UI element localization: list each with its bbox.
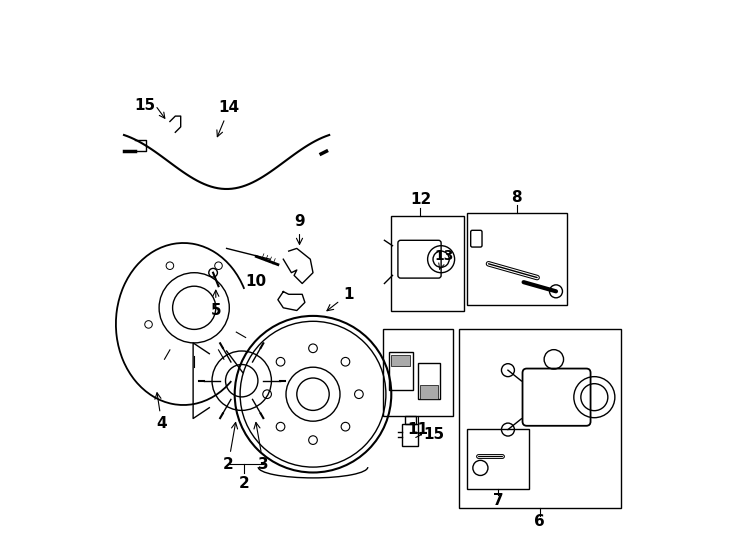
Text: 15: 15 — [134, 98, 155, 113]
Polygon shape — [420, 385, 438, 399]
Polygon shape — [391, 355, 410, 366]
Text: 1: 1 — [327, 287, 353, 310]
Bar — [391, 216, 464, 310]
Text: 2: 2 — [239, 476, 250, 491]
Text: 6: 6 — [534, 514, 545, 529]
Text: 8: 8 — [512, 190, 522, 205]
Text: 2: 2 — [223, 422, 238, 472]
Text: 12: 12 — [410, 192, 431, 207]
Bar — [467, 213, 567, 305]
Text: 3: 3 — [254, 422, 269, 472]
Text: 15: 15 — [423, 427, 444, 442]
Bar — [467, 429, 529, 489]
Text: 7: 7 — [493, 493, 504, 508]
Text: 14: 14 — [217, 100, 240, 137]
Text: 4: 4 — [155, 393, 167, 431]
Bar — [383, 329, 454, 416]
Text: 9: 9 — [294, 214, 305, 245]
Bar — [402, 424, 418, 446]
Text: 13: 13 — [434, 249, 454, 269]
Text: 5: 5 — [211, 290, 221, 318]
Bar — [404, 416, 415, 424]
Text: 11: 11 — [408, 422, 429, 437]
Text: 10: 10 — [246, 274, 267, 289]
Bar — [459, 329, 621, 508]
